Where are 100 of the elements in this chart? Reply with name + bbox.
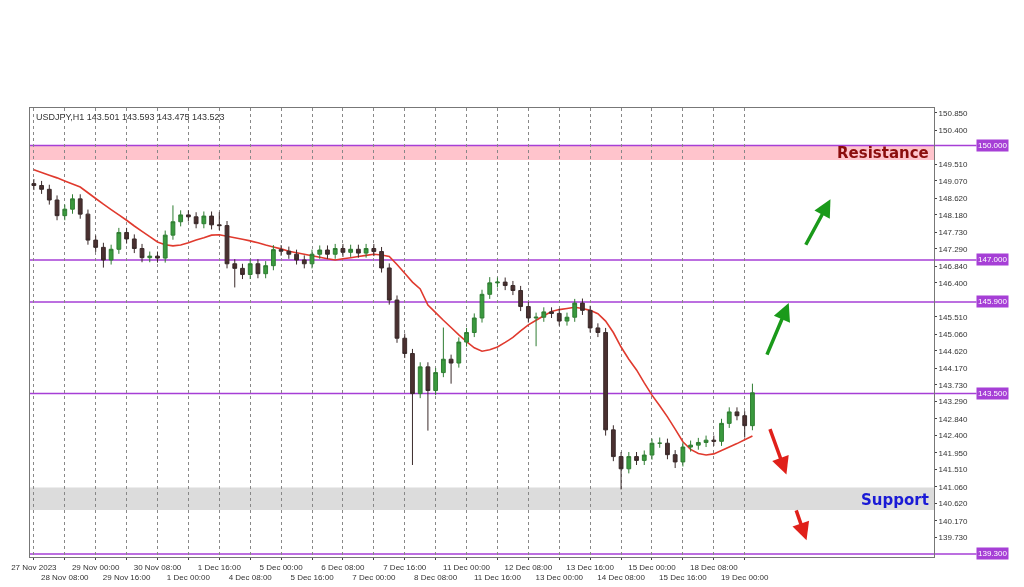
candlestick: [247, 258, 253, 280]
candlestick: [742, 410, 748, 438]
candlestick: [39, 180, 44, 195]
candlestick: [139, 243, 145, 263]
candlestick: [93, 235, 99, 253]
candlestick: [216, 211, 222, 231]
y-tick-label: 144.170: [938, 363, 969, 373]
candlestick: [572, 298, 578, 323]
candlestick: [363, 243, 369, 259]
x-tick-label: 15 Dec 00:00: [628, 562, 677, 572]
y-tick-label: 145.060: [938, 329, 969, 339]
candlestick: [626, 451, 632, 474]
x-tick-label: 11 Dec 16:00: [473, 573, 522, 582]
x-tick-label: 29 Nov 00:00: [71, 562, 121, 572]
candlestick: [556, 308, 562, 327]
candlestick: [309, 249, 315, 269]
candlestick: [448, 354, 454, 385]
annotation: Resistance: [837, 144, 929, 162]
y-tick-label: 139.730: [938, 533, 969, 543]
candlestick: [255, 258, 261, 279]
candlestick: [471, 312, 477, 338]
y-tick-label: 149.510: [938, 159, 969, 169]
y-tick-label: 147.730: [938, 227, 969, 237]
candlestick: [70, 193, 75, 215]
candlestick: [240, 263, 245, 280]
candlestick: [410, 348, 415, 466]
annotation: USDJPY,H1 143.501 143.593 143.475 143.523: [36, 112, 225, 122]
y-tick-label: 142.400: [938, 431, 969, 441]
x-tick-label: 5 Dec 16:00: [290, 573, 335, 582]
candlestick: [402, 333, 408, 359]
candlestick: [85, 209, 91, 246]
y-tick-label: 145.510: [938, 312, 969, 322]
candlestick: [734, 406, 740, 421]
x-tick-label: 13 Dec 00:00: [535, 573, 584, 582]
candlestick: [286, 246, 292, 260]
candlestick: [170, 204, 176, 241]
candlestick: [618, 451, 624, 490]
ref-line-label: 150.000: [978, 141, 1008, 150]
y-tick-label: 141.060: [938, 482, 969, 492]
candlestick: [101, 242, 106, 269]
candlestick: [317, 244, 323, 260]
candlestick: [270, 244, 276, 271]
y-tick-label: 148.620: [938, 193, 969, 203]
candlestick: [595, 322, 601, 338]
y-tick-label: 140.170: [938, 516, 969, 526]
x-tick-label: 12 Dec 08:00: [504, 562, 553, 572]
y-tick-label: 141.950: [938, 448, 969, 458]
candlestick: [479, 289, 485, 324]
candlestick: [425, 361, 431, 432]
candlestick: [301, 254, 307, 269]
candlestick: [502, 277, 508, 291]
x-tick-label: 5 Dec 00:00: [259, 562, 304, 572]
x-tick-label: 13 Dec 16:00: [566, 562, 615, 572]
x-tick-label: 18 Dec 08:00: [689, 562, 739, 572]
candlestick: [525, 301, 531, 324]
candlestick: [672, 449, 678, 469]
candlestick: [224, 220, 230, 269]
y-tick-label: 143.290: [938, 397, 969, 407]
candlestick: [325, 244, 330, 260]
candlestick: [719, 418, 724, 447]
y-tick-label: 144.620: [938, 346, 969, 356]
y-tick-label: 150.850: [938, 108, 969, 118]
candlestick: [641, 449, 647, 466]
candlestick: [124, 227, 129, 245]
candlestick: [294, 249, 299, 266]
candlestick: [116, 227, 122, 255]
x-tick-label: 6 Dec 08:00: [321, 562, 366, 572]
candlestick: [433, 367, 439, 396]
candlestick: [456, 336, 462, 369]
x-tick-label: 7 Dec 00:00: [352, 573, 396, 582]
candlestick: [108, 244, 114, 266]
candlestick: [711, 435, 717, 447]
x-tick-label: 11 Dec 00:00: [443, 562, 491, 572]
candlestick: [703, 435, 709, 448]
candlestick: [440, 327, 446, 378]
candlestick: [665, 438, 670, 460]
candlestick: [417, 361, 423, 399]
candlestick: [31, 178, 37, 191]
x-tick-label: 30 Nov 08:00: [133, 562, 182, 572]
candlestick: [340, 243, 346, 258]
candlestick: [564, 312, 570, 327]
x-tick-label: 8 Dec 08:00: [414, 573, 458, 582]
x-tick-label: 29 Nov 16:00: [102, 573, 151, 582]
ref-line-label: 147.000: [978, 255, 1008, 264]
candlestick: [750, 383, 755, 431]
candlestick: [580, 298, 585, 316]
x-tick-label: 1 Dec 00:00: [166, 573, 211, 582]
line-series: [33, 169, 754, 456]
candlestick: [394, 294, 400, 344]
y-tick-label: 140.620: [938, 499, 969, 509]
candlestick: [263, 260, 269, 279]
x-tick-label: 14 Dec 08:00: [597, 573, 646, 582]
ref-line-label: 145.900: [978, 297, 1008, 306]
candlestick: [131, 233, 137, 254]
candlestick: [634, 451, 639, 466]
y-tick-label: 143.730: [938, 380, 969, 390]
ref-line-label: 143.500: [978, 389, 1008, 398]
candlestick: [510, 280, 516, 296]
annotation: Support: [861, 491, 929, 509]
candlestick: [348, 244, 354, 258]
